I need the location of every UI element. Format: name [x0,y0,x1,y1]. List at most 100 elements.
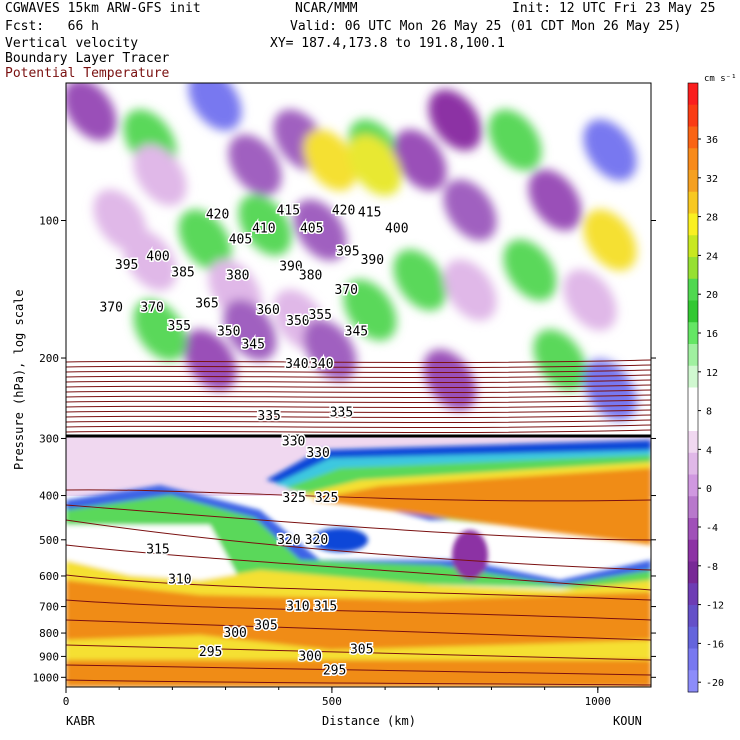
theta-label-30: 335 [330,405,353,420]
theta-label-8: 395 [115,258,138,273]
x-tick-label-1: 500 [322,695,342,708]
theta-label-46: 295 [323,663,346,678]
colorbar-swatch-2 [688,126,698,149]
y-tick-label-3: 400 [39,490,59,503]
init-time: Init: 12 UTC Fri 23 May 25 [512,1,716,16]
x-axis-label: Distance (km) [322,714,416,728]
colorbar-label-0: 36 [706,135,718,146]
colorbar-label-12: -12 [706,601,724,612]
colorbar-swatch-1 [688,104,698,127]
x-tick-label-0: 0 [63,695,70,708]
theta-label-9: 400 [146,250,169,265]
colorbar-swatch-25 [688,626,698,649]
colorbar-label-7: 8 [706,407,712,418]
theta-label-24: 350 [217,325,240,340]
colorbar-swatch-10 [688,300,698,323]
theta-label-12: 385 [171,266,194,281]
y-axis-ticks: 100 200 300 400 500 600 700 800 900 1000 [33,215,656,684]
theta-label-17: 370 [99,300,122,315]
theta-label-6: 405 [300,221,323,236]
theta-label-34: 325 [315,491,338,506]
theta-label-31: 330 [282,435,305,450]
theta-label-10: 395 [336,245,359,260]
y-tick-label-1: 200 [39,352,59,365]
colorbar-swatch-26 [688,648,698,671]
theta-label-7: 400 [385,221,408,236]
field-vertical-velocity: Vertical velocity [5,36,139,51]
colorbar-swatch-11 [688,322,698,345]
theta-label-44: 295 [199,645,222,660]
theta-label-13: 380 [226,269,249,284]
forecast-hour: Fcst: 66 h [5,19,99,34]
y-tick-label-8: 900 [39,650,59,663]
org-label: NCAR/MMM [295,1,358,16]
y-tick-label-6: 700 [39,601,59,614]
colorbar-swatch-19 [688,496,698,519]
y-tick-label-4: 500 [39,534,59,547]
theta-label-40: 315 [314,600,337,615]
colorbar-label-10: -4 [706,523,718,534]
y-tick-label-0: 100 [39,215,59,228]
y-tick-label-7: 800 [39,627,59,640]
colorbar-swatch-17 [688,452,698,475]
theta-label-1: 415 [277,203,300,218]
colorbar-label-2: 28 [706,213,718,224]
colorbar-swatch-16 [688,431,698,454]
theta-label-43: 305 [350,643,373,658]
theta-label-26: 345 [345,325,368,340]
model-title: CGWAVES 15km ARW-GFS init [5,1,201,16]
colorbar-swatch-18 [688,474,698,497]
theta-label-36: 320 [305,533,328,548]
colorbar-label-8: 4 [706,445,712,456]
colorbar-label-9: 0 [706,484,712,495]
theta-label-45: 300 [298,649,321,664]
plot-frame [65,82,652,688]
theta-label-32: 330 [306,446,329,461]
theta-label-23: 355 [168,319,191,334]
upper-wave-field [66,83,637,421]
colorbar-swatch-23 [688,583,698,606]
colorbar-swatch-6 [688,213,698,236]
colorbar-swatch-14 [688,387,698,410]
theta-label-15: 380 [299,269,322,284]
theta-label-18: 370 [140,300,163,315]
colorbar-unit: cm s⁻¹ [704,74,737,84]
colorbar-label-13: -16 [706,639,724,650]
colorbar-swatch-7 [688,235,698,258]
colorbar-label-6: 12 [706,368,718,379]
colorbar-label-3: 24 [706,251,718,262]
y-tick-label-2: 300 [39,432,59,445]
colorbar-swatch-3 [688,148,698,171]
colorbar-label-5: 16 [706,329,718,340]
colorbar: 36 32 28 24 20 16 12 8 4 0 -4 -8 -12 -16 -20 [687,82,724,693]
colorbar-swatch-22 [688,561,698,584]
endpoint-left: KABR [66,714,95,728]
colorbar-swatch-20 [688,518,698,541]
theta-label-11: 390 [361,253,384,268]
valid-time: Valid: 06 UTC Mon 26 May 25 (01 CDT Mon … [290,19,682,34]
field-boundary-layer-tracer: Boundary Layer Tracer [5,51,170,66]
theta-label-42: 300 [223,626,246,641]
colorbar-frame [687,82,699,693]
theta-label-39: 310 [286,600,309,615]
vertical-velocity-field [66,83,651,687]
colorbar-label-1: 32 [706,174,718,185]
theta-label-41: 305 [254,618,277,633]
theta-label-4: 405 [229,232,252,247]
theta-label-19: 365 [195,297,218,312]
colorbar-swatch-12 [688,344,698,367]
colorbar-label-11: -8 [706,562,718,573]
endpoint-right: KOUN [613,714,642,728]
theta-label-28: 340 [310,357,333,372]
colorbar-swatch-21 [688,539,698,562]
colorbar-swatch-8 [688,257,698,280]
colorbar-label-14: -20 [706,678,724,689]
theta-label-3: 415 [358,205,381,220]
x-tick-label-2: 1000 [585,695,612,708]
theta-label-27: 340 [285,357,308,372]
theta-label-14: 390 [279,259,302,274]
colorbar-swatch-9 [688,278,698,301]
theta-label-2: 420 [332,203,355,218]
